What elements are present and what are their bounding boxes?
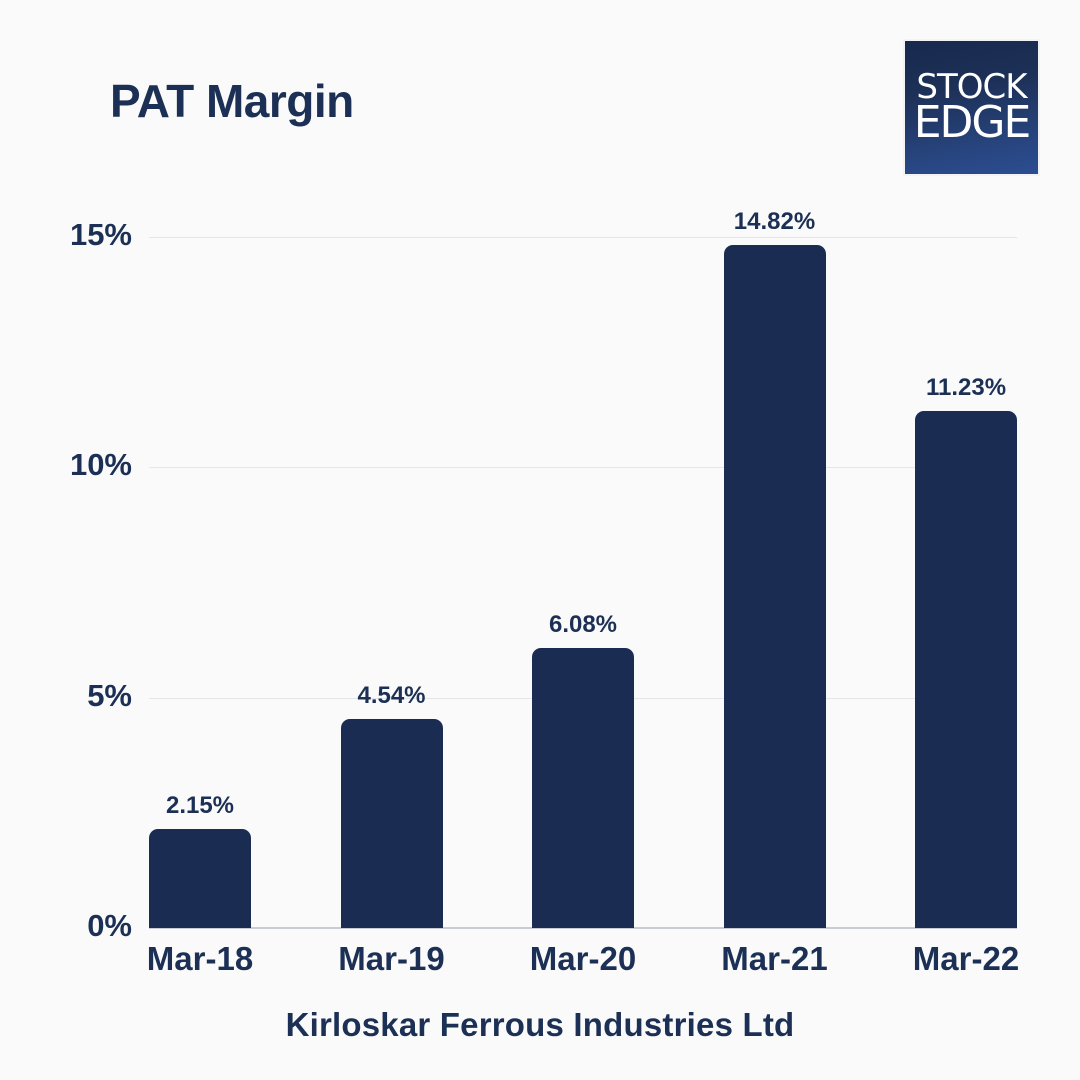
logo-text-edge: EDGE <box>913 96 1032 148</box>
bar[interactable] <box>532 647 634 928</box>
gridline <box>149 237 1017 238</box>
x-axis-tick-label: Mar-18 <box>146 940 254 977</box>
chart-caption: Kirloskar Ferrous Industries Ltd <box>285 1006 795 1043</box>
page-title: PAT Margin <box>110 75 354 127</box>
bar-value-label: 14.82% <box>733 208 816 236</box>
y-axis-tick-label: 10% <box>69 447 132 483</box>
bar-group[interactable]: 6.08% Mar-20 <box>530 611 636 977</box>
bar-group[interactable]: 14.82% Mar-21 <box>721 208 827 977</box>
y-axis-tick-label: 0% <box>87 908 132 943</box>
bar-group[interactable]: 2.15% Mar-18 <box>147 792 253 977</box>
x-axis-line <box>149 927 1017 929</box>
y-axis-tick-label: 5% <box>87 677 132 713</box>
bar[interactable] <box>723 245 826 928</box>
x-axis-tick-label: Mar-22 <box>912 940 1020 977</box>
logo-text-stock: STOCK <box>916 66 1027 107</box>
stockedge-logo: STOCK EDGE <box>903 39 1040 176</box>
x-axis-tick-label: Mar-20 <box>529 940 637 977</box>
bar-group[interactable]: 11.23% Mar-22 <box>913 374 1019 977</box>
bar-value-label: 4.54% <box>357 681 426 709</box>
chart-plot-area: 2.15% Mar-18 4.54% Mar-19 6.08% Mar-20 14.82% M… <box>147 208 1019 977</box>
bar-value-label: 11.23% <box>925 373 1007 401</box>
x-axis-tick-label: Mar-21 <box>721 940 828 977</box>
bar[interactable] <box>915 410 1017 928</box>
bar[interactable] <box>340 718 443 928</box>
bar-group[interactable]: 4.54% Mar-19 <box>338 682 444 977</box>
bar-value-label: 6.08% <box>548 610 618 638</box>
y-axis-tick-label: 15% <box>69 217 132 252</box>
bar[interactable] <box>149 828 251 928</box>
gridline <box>149 467 1017 469</box>
x-axis-tick-label: Mar-19 <box>338 940 445 977</box>
bar-value-label: 2.15% <box>165 791 235 819</box>
